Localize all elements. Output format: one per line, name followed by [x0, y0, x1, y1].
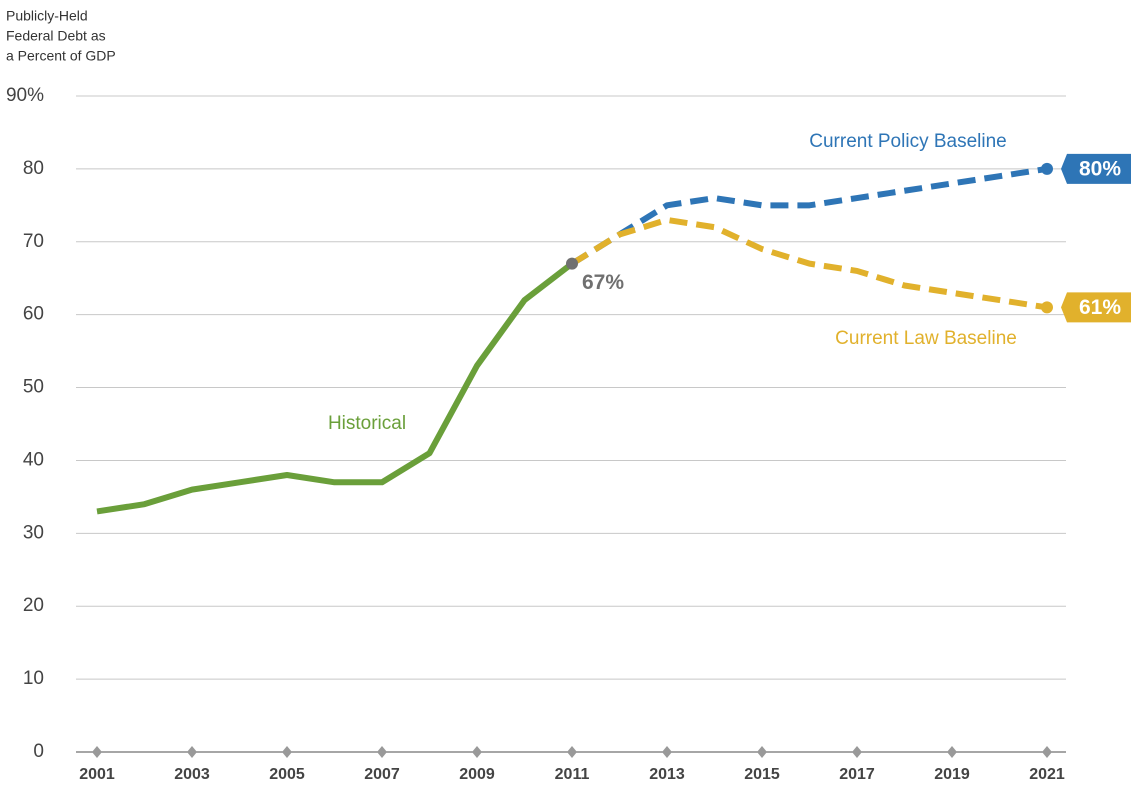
x-tick-label: 2003 [174, 766, 210, 783]
y-tick-label: 50 [23, 377, 44, 398]
x-tick-mark [852, 746, 862, 758]
x-tick-mark [377, 746, 387, 758]
value-label: 80% [1079, 157, 1121, 180]
x-tick-mark [187, 746, 197, 758]
y-tick-label: 80 [23, 158, 44, 179]
series-label: Current Policy Baseline [809, 131, 1006, 152]
series-label: Current Law Baseline [835, 328, 1017, 349]
x-tick-mark [282, 746, 292, 758]
x-tick-mark [1042, 746, 1052, 758]
x-tick-label: 2009 [459, 766, 495, 783]
x-tick-mark [662, 746, 672, 758]
y-tick-label: 0 [33, 741, 44, 762]
x-tick-label: 2013 [649, 766, 685, 783]
series-label: Historical [328, 413, 406, 434]
x-tick-label: 2001 [79, 766, 115, 783]
series-line [570, 216, 1048, 311]
x-tick-mark [92, 746, 102, 758]
y-tick-label: 70 [23, 231, 44, 252]
value-label: 67% [582, 271, 624, 294]
y-axis-title: Publicly-Held [6, 8, 88, 24]
x-tick-mark [472, 746, 482, 758]
end-marker [566, 257, 578, 270]
label-box [1061, 153, 1131, 184]
y-tick-label: 60 [23, 304, 44, 325]
x-tick-mark [757, 746, 767, 758]
end-marker [1041, 301, 1053, 314]
y-tick-label: 90% [6, 85, 44, 106]
x-tick-label: 2011 [555, 766, 590, 783]
x-tick-label: 2007 [364, 766, 400, 783]
label-box [1061, 292, 1131, 323]
series-line [570, 165, 1048, 267]
y-tick-label: 10 [23, 668, 44, 689]
y-tick-label: 40 [23, 449, 44, 470]
x-tick-mark [947, 746, 957, 758]
x-tick-mark [567, 746, 577, 758]
x-tick-label: 2019 [934, 766, 970, 783]
y-axis-title: a Percent of GDP [6, 48, 116, 64]
y-axis-title: Federal Debt as [6, 28, 106, 44]
y-tick-label: 30 [23, 522, 44, 543]
end-marker [1041, 162, 1053, 175]
value-label: 61% [1079, 296, 1121, 319]
x-tick-label: 2005 [269, 766, 305, 783]
x-tick-label: 2015 [744, 766, 780, 783]
series-line [96, 261, 574, 515]
x-tick-label: 2017 [839, 766, 875, 783]
x-tick-label: 2021 [1029, 766, 1065, 783]
y-tick-label: 20 [23, 595, 44, 616]
